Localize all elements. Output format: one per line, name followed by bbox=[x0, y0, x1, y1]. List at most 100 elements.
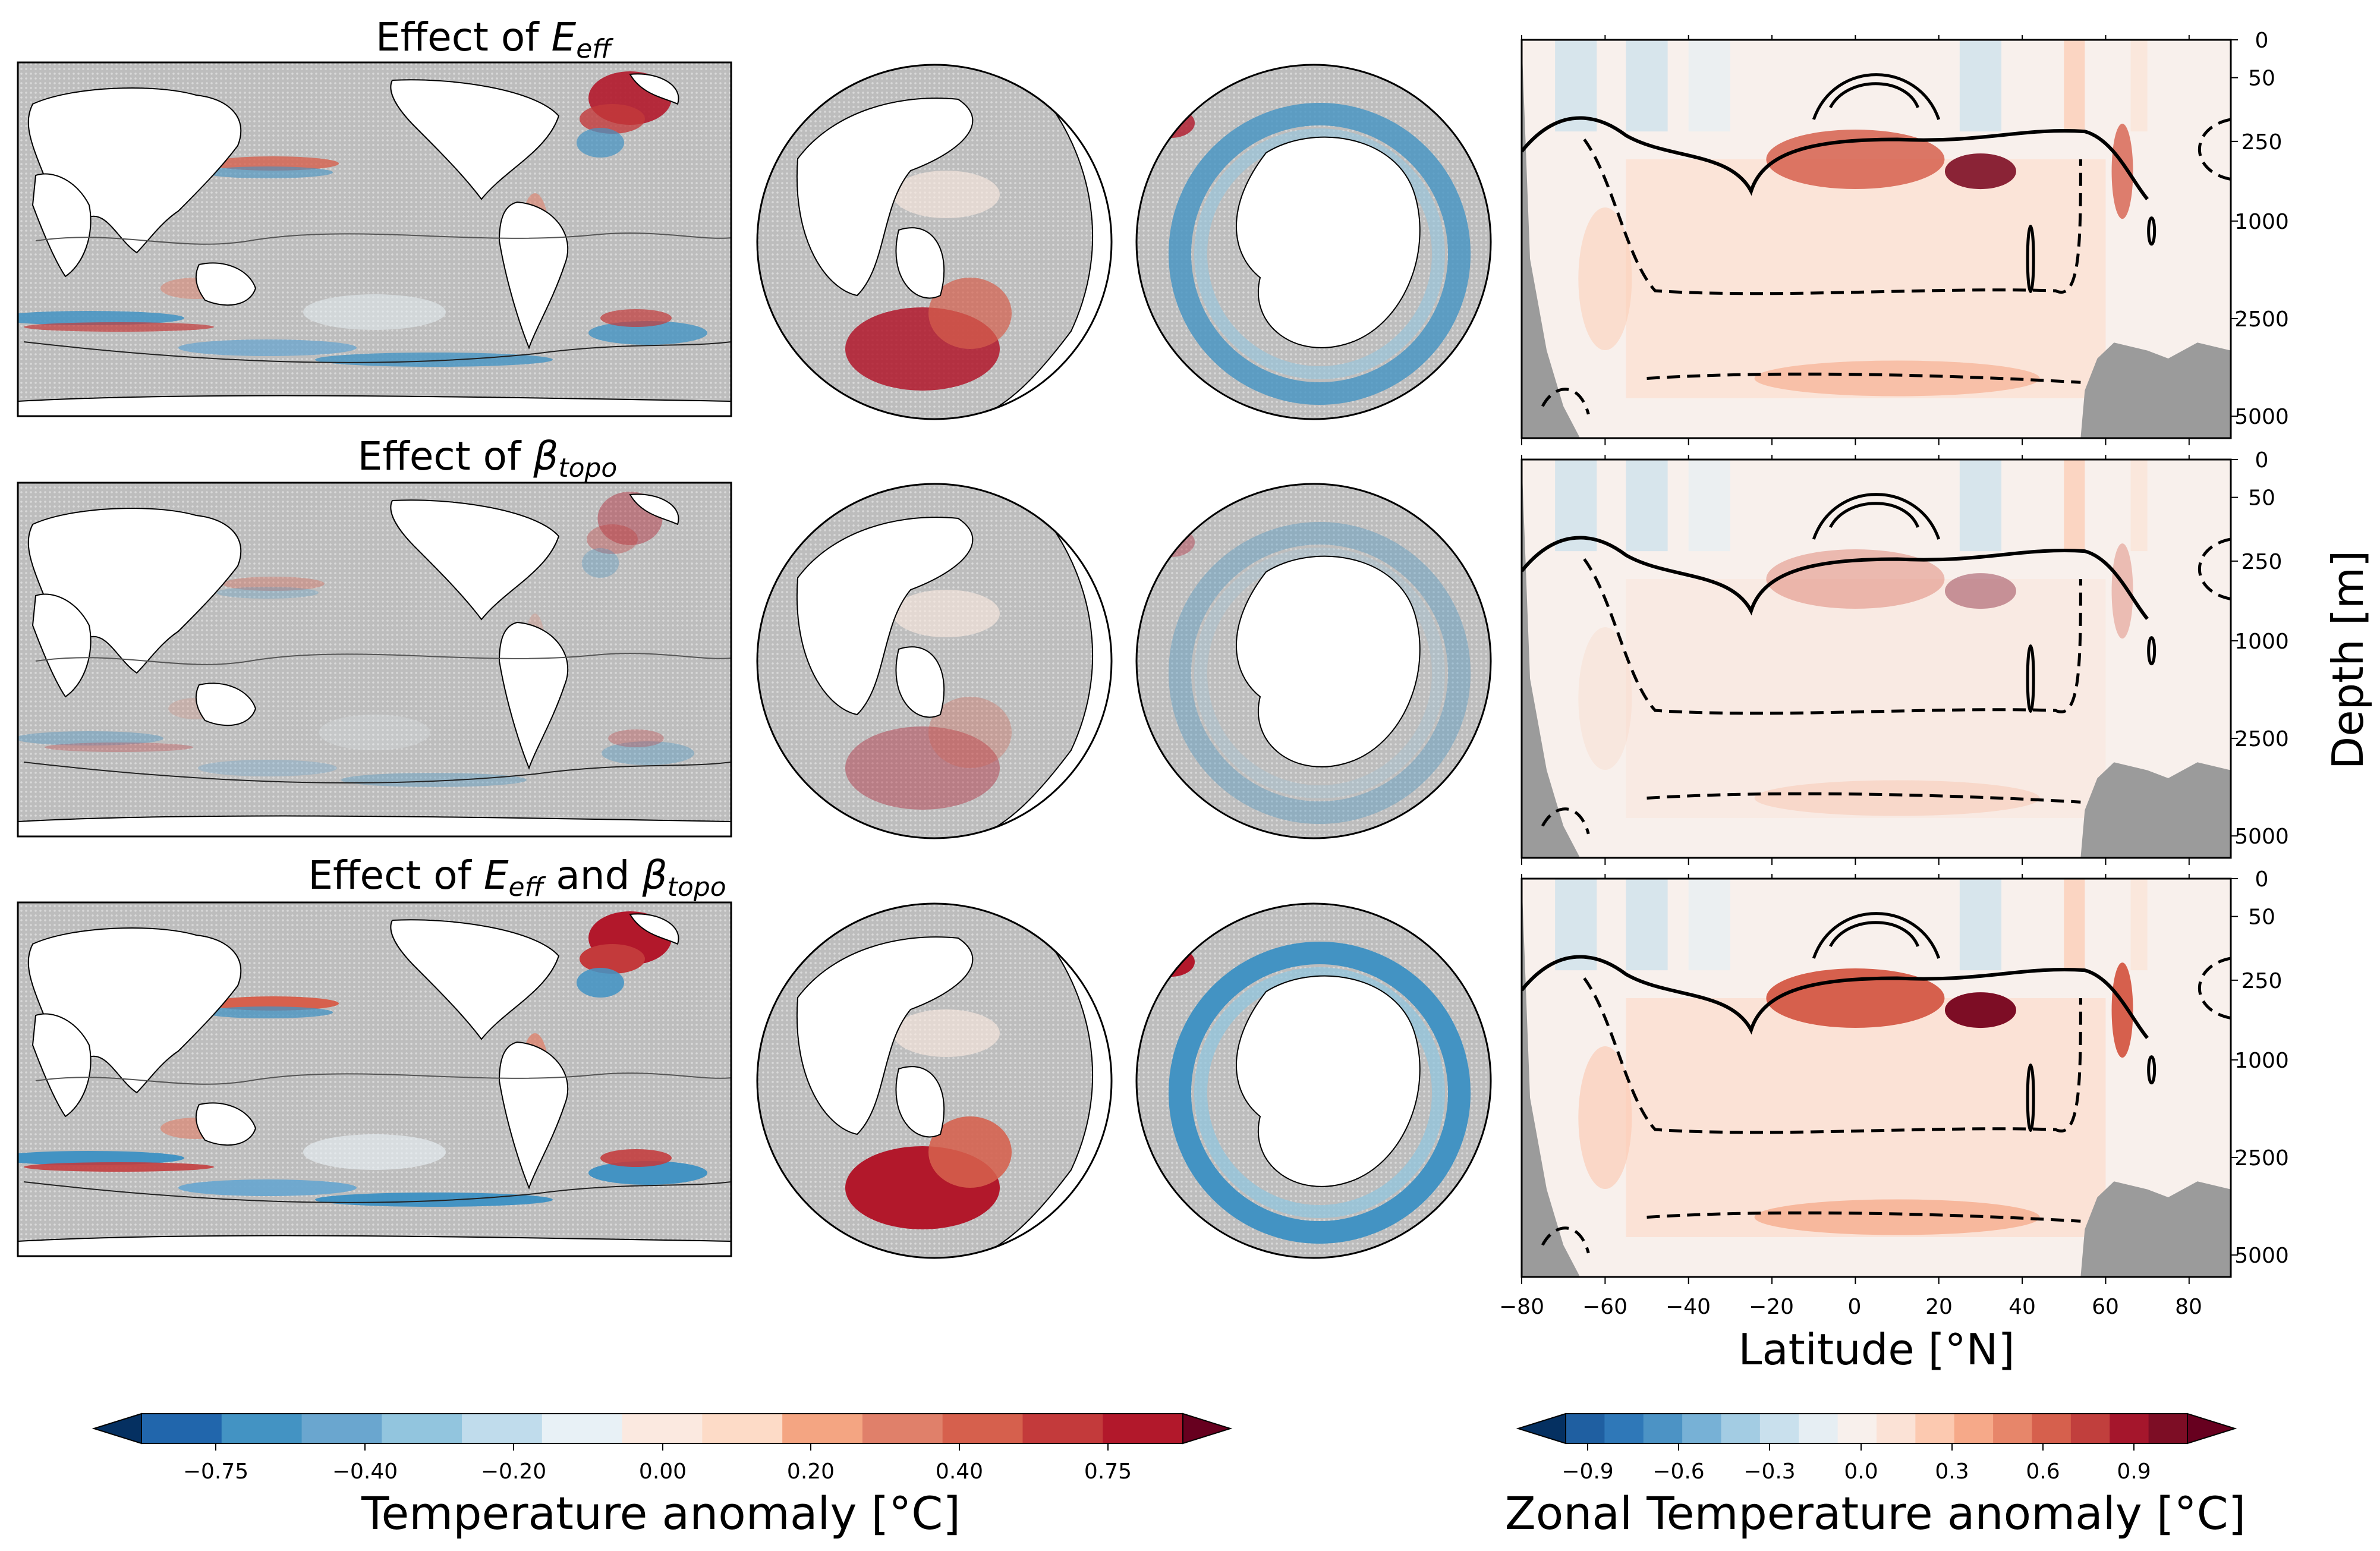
arctic-map bbox=[757, 65, 1112, 419]
section-xlabel: Latitude [°N] bbox=[1738, 1325, 2014, 1374]
greenland bbox=[895, 646, 945, 718]
colorbar-bin bbox=[1799, 1414, 1838, 1443]
anomaly-patch bbox=[587, 524, 638, 554]
colorbar-bin bbox=[2032, 1414, 2072, 1443]
y-tick-label: 2500 bbox=[2234, 727, 2289, 751]
anomaly-column bbox=[2130, 460, 2148, 552]
contour bbox=[2147, 216, 2157, 246]
zonal-section bbox=[1522, 879, 2231, 1277]
continent bbox=[32, 593, 92, 698]
anomaly-patch bbox=[928, 278, 1012, 349]
anomaly-column bbox=[1688, 40, 1730, 132]
cbar1-tick: 0.75 bbox=[1084, 1459, 1132, 1484]
acc-anomaly-ring bbox=[1169, 942, 1471, 1244]
cbar1-tick: 0.00 bbox=[639, 1459, 687, 1484]
anomaly-column bbox=[1959, 460, 2002, 552]
dashed-contour bbox=[1647, 372, 2081, 384]
warm-contour bbox=[1829, 82, 1920, 109]
dashed-contour bbox=[1541, 1226, 1590, 1254]
colorbar-bin bbox=[1643, 1414, 1683, 1443]
anomaly-patch bbox=[577, 128, 624, 158]
cbar1-tick: −0.75 bbox=[183, 1459, 248, 1484]
zonal-temperature-colorbar bbox=[1516, 1412, 2237, 1451]
anomaly-patch bbox=[581, 548, 619, 578]
dashed-contour bbox=[1647, 1211, 2081, 1223]
anomaly-patch bbox=[1578, 207, 1632, 350]
continent bbox=[390, 79, 560, 200]
contour bbox=[2026, 1064, 2035, 1132]
contour bbox=[2147, 1055, 2157, 1085]
anomaly-patch bbox=[198, 760, 337, 776]
colorbar-bin bbox=[862, 1414, 943, 1443]
acc-anomaly-ring bbox=[1194, 128, 1445, 379]
arctic-frame bbox=[756, 483, 1113, 839]
y-tick-label: 2500 bbox=[2234, 1146, 2289, 1171]
anomaly-patch bbox=[893, 171, 1000, 218]
bottom-anomaly bbox=[1754, 780, 2040, 816]
anomaly-patch bbox=[2111, 962, 2133, 1058]
section-ylabel: Depth [m] bbox=[2323, 550, 2373, 770]
cbar2-tick: −0.6 bbox=[1652, 1459, 1704, 1484]
colorbar-bin bbox=[1682, 1414, 1721, 1443]
colorbar-bin bbox=[1604, 1414, 1644, 1443]
anomaly-patch bbox=[18, 1151, 184, 1165]
continent bbox=[195, 1102, 257, 1146]
cbar1-label: Temperature anomaly [°C] bbox=[361, 1487, 961, 1540]
acc-contour bbox=[23, 341, 731, 363]
anomaly-patch bbox=[303, 294, 446, 330]
anomaly-patch bbox=[216, 587, 319, 599]
anomaly-column bbox=[2064, 460, 2085, 552]
acc-anomaly-ring bbox=[1194, 967, 1445, 1218]
anomaly-patch bbox=[928, 697, 1012, 768]
continent bbox=[18, 395, 731, 416]
anomaly-patch bbox=[580, 104, 645, 134]
warm-core bbox=[1944, 992, 2016, 1028]
colorbar-bin bbox=[942, 1414, 1023, 1443]
anomaly-column bbox=[2064, 40, 2085, 132]
y-tick-label: 1000 bbox=[2234, 630, 2289, 654]
warm-contour bbox=[1812, 73, 1941, 120]
colorbar-bin bbox=[702, 1414, 783, 1443]
contour bbox=[2147, 636, 2157, 666]
anomaly-column bbox=[2064, 879, 2085, 971]
row1-title: Effect of Eeff bbox=[376, 14, 613, 64]
acc-anomaly-ring bbox=[1194, 548, 1445, 798]
y-tick-label: 250 bbox=[2242, 969, 2283, 993]
cbar2-tick: −0.3 bbox=[1743, 1459, 1795, 1484]
continent bbox=[796, 517, 974, 716]
zero-contour bbox=[35, 1072, 731, 1085]
acc-anomaly-ring bbox=[1169, 522, 1471, 824]
continent bbox=[18, 1235, 731, 1256]
anomaly-patch bbox=[45, 743, 193, 752]
anomaly-patch bbox=[202, 166, 333, 178]
anomaly-column bbox=[1688, 879, 1730, 971]
row2-title: Effect of βtopo bbox=[358, 433, 618, 483]
bathymetry bbox=[1522, 460, 1581, 858]
y-tick-label: 5000 bbox=[2234, 825, 2289, 849]
dashed-contour bbox=[1541, 388, 1590, 415]
cbar2-tick: −0.9 bbox=[1562, 1459, 1613, 1484]
colorbar-bin bbox=[462, 1414, 543, 1443]
warm-contour bbox=[1829, 921, 1920, 948]
colorbar-bin bbox=[1837, 1414, 1877, 1443]
dashed-contour bbox=[1647, 792, 2081, 804]
colorbar-extend-low bbox=[1516, 1412, 1566, 1445]
anomaly-patch bbox=[18, 731, 163, 745]
warm-core bbox=[1766, 130, 1945, 189]
y-tick-label: 0 bbox=[2255, 29, 2269, 53]
antarctica bbox=[1236, 136, 1421, 348]
continent bbox=[390, 499, 560, 621]
colorbar-bin bbox=[382, 1414, 462, 1443]
world-map-frame bbox=[17, 482, 732, 838]
acc-anomaly-ring bbox=[1169, 103, 1471, 405]
y-tick-label: 0 bbox=[2255, 448, 2269, 473]
section-frame bbox=[1520, 877, 2232, 1278]
y-tick-label: 50 bbox=[2248, 905, 2275, 930]
zero-contour bbox=[35, 653, 731, 665]
temperature-colorbar bbox=[92, 1412, 1233, 1451]
continent bbox=[629, 73, 679, 105]
anomaly-patch bbox=[588, 321, 707, 345]
y-tick-label: 0 bbox=[2255, 867, 2269, 892]
anomaly-column bbox=[2130, 40, 2148, 132]
